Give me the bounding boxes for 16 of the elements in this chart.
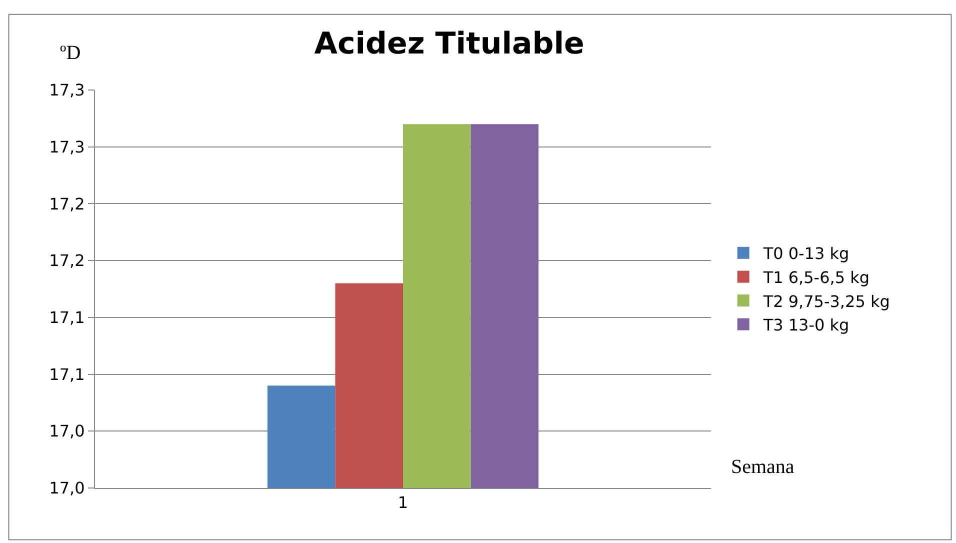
legend-label: T1 6,5-6,5 kg <box>762 268 870 287</box>
legend-label: T2 9,75-3,25 kg <box>762 292 890 311</box>
legend-label: T3 13-0 kg <box>762 316 850 335</box>
y-tick-label: 17,3 <box>49 137 85 156</box>
y-tick-label: 17,2 <box>49 251 85 270</box>
legend-label: T0 0-13 kg <box>762 244 850 264</box>
y-tick-label: 17,3 <box>49 80 85 100</box>
y-tick-label: 17,0 <box>49 478 85 498</box>
y-tick-label: 17,1 <box>49 364 85 384</box>
y-tick-label: 17,0 <box>49 422 85 441</box>
x-axis-title: Semana <box>731 456 794 478</box>
y-tick-label: 17,1 <box>49 308 85 328</box>
chart-title: Acidez Titulable <box>314 26 584 62</box>
y-axis-title: ºD <box>60 42 81 64</box>
x-tick-label: 1 <box>398 493 408 512</box>
y-tick-label: 17,2 <box>49 194 85 214</box>
